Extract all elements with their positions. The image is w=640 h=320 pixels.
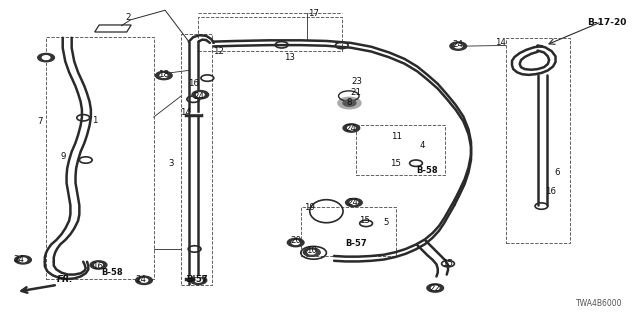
- Text: 14: 14: [185, 276, 196, 284]
- Circle shape: [140, 278, 148, 282]
- Text: 16: 16: [92, 262, 104, 271]
- Text: 3: 3: [168, 159, 173, 168]
- Text: 24: 24: [13, 255, 25, 264]
- Text: 24: 24: [135, 276, 147, 284]
- Circle shape: [308, 250, 316, 254]
- Text: 21: 21: [350, 88, 362, 97]
- Bar: [301, 207, 396, 256]
- Circle shape: [431, 286, 439, 290]
- Text: 22: 22: [429, 284, 441, 293]
- Circle shape: [190, 276, 207, 284]
- Circle shape: [307, 250, 320, 256]
- Text: 9: 9: [60, 152, 65, 161]
- Circle shape: [19, 258, 27, 262]
- Text: 20: 20: [290, 236, 301, 245]
- Circle shape: [343, 124, 360, 132]
- Circle shape: [160, 74, 168, 77]
- Text: 10: 10: [306, 246, 317, 255]
- Text: 14: 14: [180, 108, 191, 116]
- Circle shape: [136, 276, 152, 284]
- Text: B-57: B-57: [345, 239, 367, 248]
- Text: 8: 8: [346, 98, 351, 107]
- Bar: [506, 38, 570, 243]
- Text: TWA4B6000: TWA4B6000: [575, 299, 622, 308]
- Circle shape: [42, 56, 50, 60]
- Circle shape: [292, 241, 300, 244]
- Text: 15: 15: [359, 216, 371, 225]
- Circle shape: [196, 93, 204, 97]
- Text: 2: 2: [125, 13, 131, 22]
- Bar: [46, 37, 154, 279]
- Circle shape: [343, 100, 356, 106]
- Text: 12: 12: [213, 47, 225, 56]
- Text: 24: 24: [193, 92, 204, 100]
- Text: B-58: B-58: [101, 268, 123, 277]
- Text: 24: 24: [452, 40, 463, 49]
- Text: 6: 6: [554, 168, 559, 177]
- Text: 4: 4: [420, 141, 425, 150]
- Circle shape: [195, 278, 202, 282]
- Text: 15: 15: [390, 159, 401, 168]
- Circle shape: [38, 53, 54, 62]
- Circle shape: [156, 71, 172, 80]
- Circle shape: [15, 256, 31, 264]
- Text: 14: 14: [495, 38, 506, 47]
- Text: 5: 5: [383, 218, 388, 227]
- Circle shape: [95, 263, 102, 267]
- Circle shape: [454, 44, 462, 48]
- Circle shape: [350, 201, 358, 204]
- Text: 19: 19: [305, 203, 315, 212]
- Text: 16: 16: [188, 79, 200, 88]
- Bar: [198, 17, 342, 51]
- Text: 24: 24: [345, 124, 356, 133]
- Text: 15: 15: [442, 259, 454, 268]
- Text: 17: 17: [308, 9, 319, 18]
- Text: B-17-20: B-17-20: [587, 18, 627, 27]
- Circle shape: [287, 238, 304, 247]
- Circle shape: [192, 91, 209, 99]
- Text: 7: 7: [37, 117, 42, 126]
- Text: 1: 1: [92, 116, 97, 125]
- Circle shape: [338, 97, 361, 109]
- Text: B-58: B-58: [417, 166, 438, 175]
- Text: 24: 24: [348, 198, 359, 207]
- Circle shape: [450, 42, 467, 50]
- Circle shape: [427, 284, 444, 292]
- Text: 18: 18: [158, 70, 170, 79]
- Text: 16: 16: [545, 187, 556, 196]
- Circle shape: [346, 198, 362, 207]
- Circle shape: [348, 126, 355, 130]
- Text: 23: 23: [351, 77, 362, 86]
- Text: FR.: FR.: [56, 276, 73, 284]
- Bar: [181, 34, 212, 285]
- Text: 13: 13: [284, 53, 296, 62]
- Text: B-57: B-57: [186, 276, 208, 284]
- Circle shape: [303, 248, 320, 256]
- Text: 11: 11: [391, 132, 403, 140]
- Circle shape: [90, 261, 107, 269]
- Bar: [356, 125, 445, 175]
